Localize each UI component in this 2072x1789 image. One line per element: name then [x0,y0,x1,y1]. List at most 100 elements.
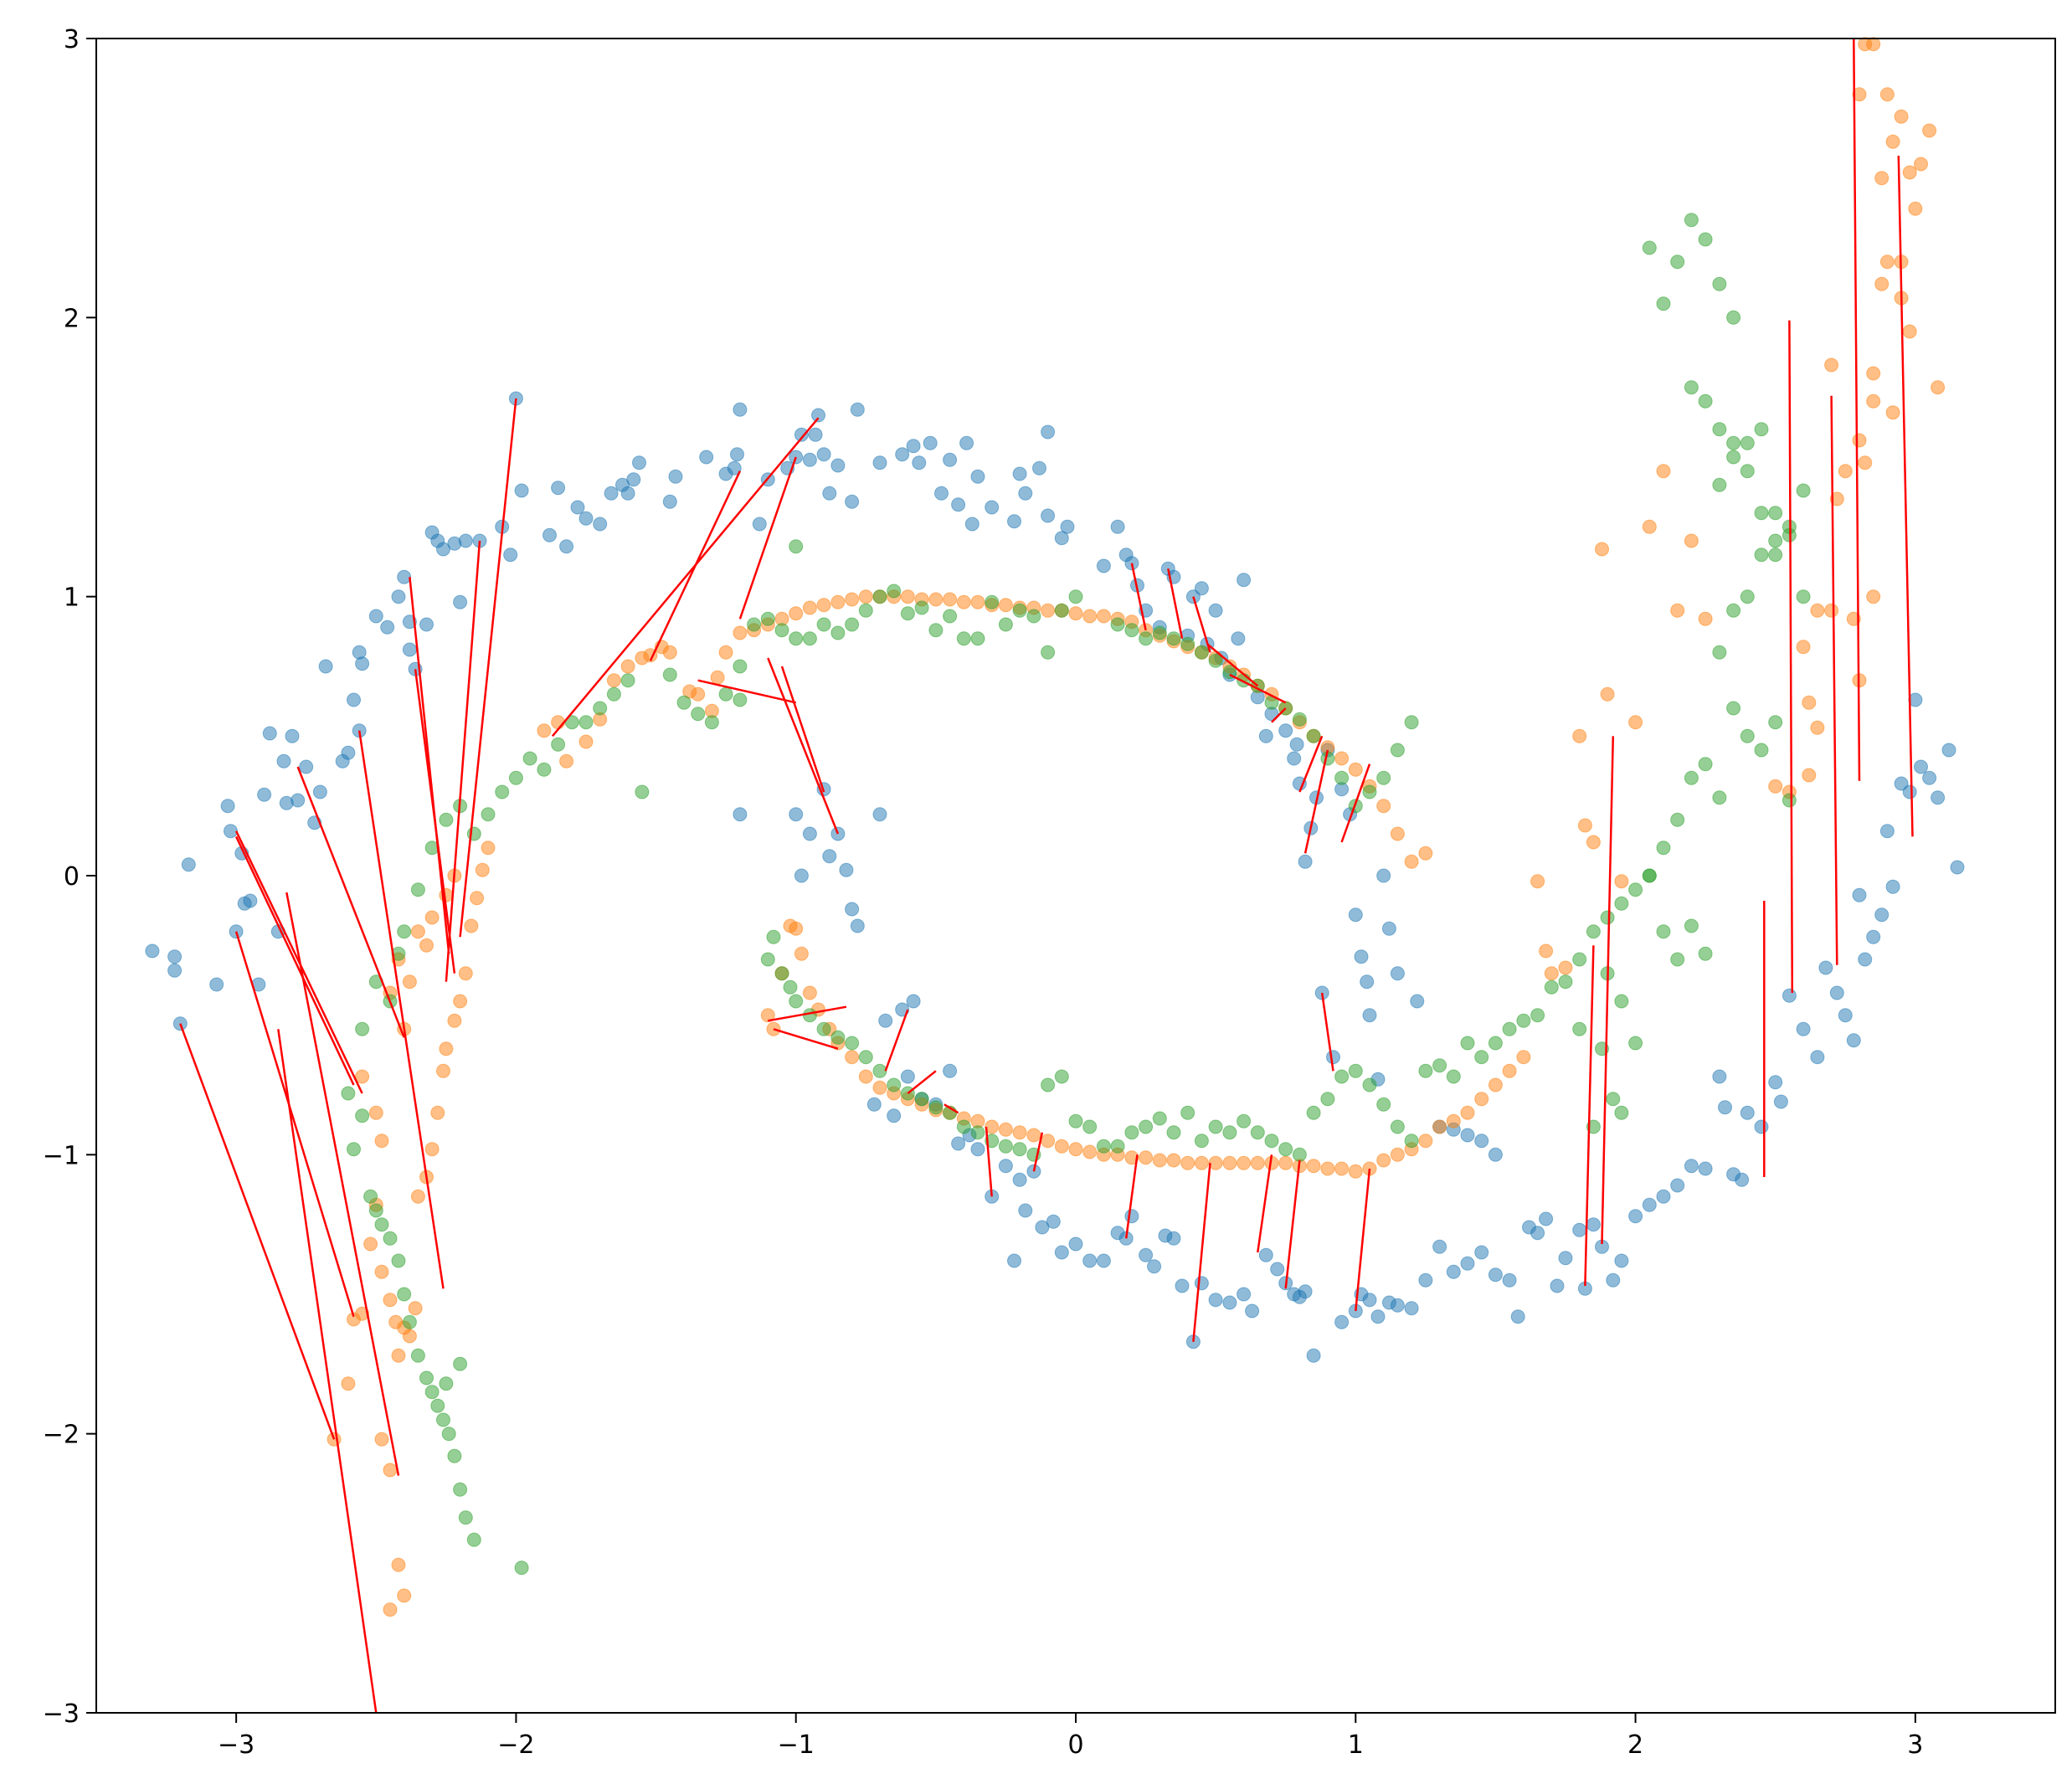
data-point [998,1139,1013,1154]
data-point [830,594,846,609]
connector-line [649,470,742,661]
data-point [1298,1284,1313,1299]
data-point [906,439,921,454]
data-point [1572,1021,1587,1036]
data-point [1922,770,1937,785]
data-point [845,902,860,917]
data-point [1041,1077,1056,1092]
data-point [1278,1155,1293,1170]
data-point [1250,1125,1265,1140]
data-point [985,1119,1000,1134]
x-tick-label: 2 [1627,1730,1643,1760]
data-point [1879,87,1895,102]
data-point [1628,715,1643,730]
connector-line [1271,707,1287,723]
data-point [1348,762,1363,777]
data-point [453,1356,468,1371]
connector-line [1257,1154,1273,1253]
data-point [845,1050,860,1065]
data-point [1354,949,1369,964]
data-point [1082,609,1098,624]
data-point [1740,1105,1755,1120]
data-point [789,631,804,646]
data-point [830,625,846,640]
data-point [1656,1189,1671,1204]
data-point [1852,87,1867,102]
connector-line [773,1028,839,1050]
data-point [1510,1309,1525,1324]
data-point [1712,422,1727,437]
data-point [1231,631,1246,646]
x-tick-label: −1 [778,1730,815,1760]
data-point [408,1301,423,1316]
data-point [1390,1147,1405,1162]
x-tick-label: 0 [1067,1730,1083,1760]
data-point [1488,1077,1503,1092]
data-point [391,946,406,961]
data-point [1096,1139,1111,1154]
data-point [1572,1222,1587,1237]
data-point [1600,910,1615,925]
data-point [802,452,817,467]
data-point [1866,393,1881,409]
data-point [1642,1197,1657,1212]
data-point [998,1122,1013,1137]
data-point [1614,896,1629,911]
data-point [1902,784,1917,799]
data-point [1292,1147,1307,1162]
data-point [718,686,733,702]
data-point [1306,1105,1321,1120]
data-point [822,849,837,864]
data-point [1894,109,1909,124]
data-point [1796,483,1811,498]
data-point [900,606,915,621]
data-point [318,659,333,674]
data-point [1194,645,1209,660]
data-point [1642,240,1657,255]
data-point [1684,1159,1699,1174]
data-point [220,799,235,814]
data-point [209,977,224,992]
data-point [167,949,183,964]
data-point [1550,1278,1565,1293]
data-point [1054,603,1069,618]
data-point [1539,1211,1554,1226]
data-point [424,910,440,925]
data-point [1829,491,1844,506]
data-point [1432,1239,1447,1254]
data-point [1258,728,1273,743]
data-point [312,784,327,799]
data-point [1488,1036,1503,1051]
data-point [1012,1142,1027,1157]
data-point [1110,617,1125,632]
data-point [1348,907,1363,923]
data-point [419,617,434,632]
data-point [1530,874,1545,889]
data-point [1007,1253,1021,1268]
data-point [453,594,468,609]
data-point [1180,1155,1195,1170]
data-point [1068,1142,1083,1157]
data-point [951,1136,966,1151]
data-point [1194,1276,1209,1291]
data-point [1139,631,1154,646]
data-point [1068,1236,1083,1252]
data-point [845,494,860,509]
data-point [878,1013,893,1028]
data-point [811,408,825,423]
data-point [368,1203,383,1218]
data-point [299,759,314,774]
data-point [1502,1021,1517,1036]
y-tick-label: 3 [64,25,80,54]
data-point [1846,1033,1861,1048]
data-point [355,656,370,671]
data-point [626,472,641,487]
data-point [998,1159,1013,1174]
data-point [1866,929,1881,944]
data-point [1208,603,1223,618]
data-point [906,994,921,1009]
data-point [1180,1105,1195,1120]
data-point [347,692,361,707]
data-point [1829,985,1844,1000]
